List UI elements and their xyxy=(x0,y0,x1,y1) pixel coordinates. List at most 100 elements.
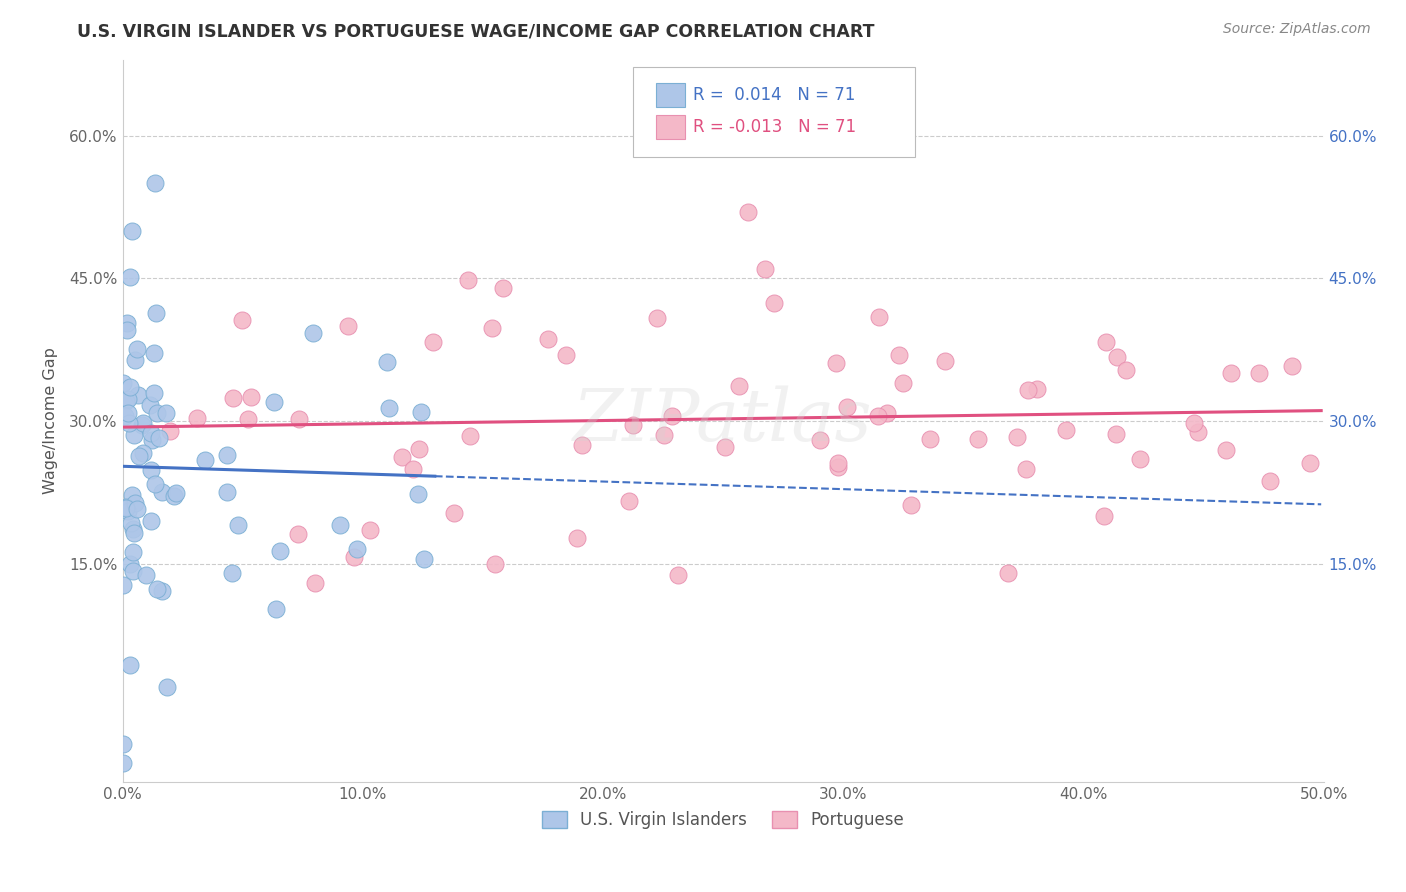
Point xyxy=(111,756,134,771)
Point xyxy=(124,496,146,510)
Point xyxy=(115,394,138,409)
Point xyxy=(117,316,139,330)
Point xyxy=(165,486,187,500)
Point xyxy=(1247,366,1270,380)
Point xyxy=(1005,430,1028,444)
Point xyxy=(120,558,142,572)
Point xyxy=(112,376,135,391)
Point xyxy=(997,566,1019,581)
Point xyxy=(966,433,988,447)
Point xyxy=(132,446,155,460)
Point xyxy=(1025,382,1047,396)
Text: Source: ZipAtlas.com: Source: ZipAtlas.com xyxy=(1223,22,1371,37)
Point xyxy=(934,354,956,368)
Point xyxy=(266,602,288,616)
Point xyxy=(645,310,668,325)
Point xyxy=(112,578,135,592)
Point xyxy=(231,313,253,327)
Point xyxy=(378,401,401,415)
Point xyxy=(143,176,166,190)
Point xyxy=(1092,508,1115,523)
Point xyxy=(827,457,849,471)
FancyBboxPatch shape xyxy=(633,67,915,157)
Point xyxy=(118,269,141,284)
Point xyxy=(155,680,177,694)
Point xyxy=(837,400,859,414)
FancyBboxPatch shape xyxy=(655,83,685,107)
Point xyxy=(887,348,910,362)
Text: R = -0.013   N = 71: R = -0.013 N = 71 xyxy=(693,118,856,136)
Point xyxy=(150,485,173,500)
Point xyxy=(343,549,366,564)
Point xyxy=(617,494,640,508)
Point xyxy=(226,517,249,532)
Point xyxy=(1095,335,1118,350)
Point xyxy=(652,428,675,442)
Point xyxy=(763,296,786,310)
Point xyxy=(1129,451,1152,466)
Point xyxy=(458,429,481,443)
Point xyxy=(146,582,169,596)
Point xyxy=(737,204,759,219)
Point xyxy=(111,737,134,751)
Point xyxy=(1054,423,1077,437)
Point xyxy=(121,545,143,559)
Point xyxy=(124,353,146,368)
Point xyxy=(139,463,162,477)
Point xyxy=(118,380,141,394)
Point xyxy=(221,566,243,581)
Point xyxy=(1182,416,1205,430)
Point xyxy=(122,522,145,536)
Point xyxy=(117,504,139,518)
Point xyxy=(143,346,166,360)
Point xyxy=(876,406,898,420)
Point xyxy=(481,321,503,335)
Point xyxy=(329,517,352,532)
Point xyxy=(537,332,560,346)
Point xyxy=(125,502,148,516)
Point xyxy=(121,488,143,502)
Point xyxy=(868,310,890,324)
Point xyxy=(238,412,260,426)
Point xyxy=(139,514,162,528)
Point xyxy=(269,544,291,558)
Point xyxy=(402,461,425,475)
Point xyxy=(661,409,683,423)
Y-axis label: Wage/Income Gap: Wage/Income Gap xyxy=(44,348,58,494)
Point xyxy=(141,433,163,447)
Point xyxy=(145,306,167,320)
Text: ZIPatlas: ZIPatlas xyxy=(574,385,873,456)
Point xyxy=(122,526,145,541)
Point xyxy=(115,323,138,337)
Point xyxy=(359,523,381,537)
Point xyxy=(337,319,360,334)
Point xyxy=(1105,427,1128,442)
Point xyxy=(866,409,889,423)
Point xyxy=(408,487,430,501)
Point xyxy=(1219,366,1241,380)
Point xyxy=(217,484,239,499)
Point xyxy=(1107,350,1129,364)
Point xyxy=(666,567,689,582)
Point xyxy=(1017,384,1039,398)
Point xyxy=(808,433,831,447)
Point xyxy=(484,557,506,571)
Point xyxy=(122,428,145,442)
Point xyxy=(555,348,578,362)
Point xyxy=(728,378,751,392)
Point xyxy=(194,452,217,467)
Point xyxy=(114,409,136,423)
Point xyxy=(571,438,593,452)
Point xyxy=(148,431,170,445)
Point xyxy=(1281,359,1303,373)
Point xyxy=(1215,443,1237,458)
Text: U.S. VIRGIN ISLANDER VS PORTUGUESE WAGE/INCOME GAP CORRELATION CHART: U.S. VIRGIN ISLANDER VS PORTUGUESE WAGE/… xyxy=(77,22,875,40)
Point xyxy=(121,224,143,238)
Point xyxy=(127,388,149,402)
Point xyxy=(920,432,942,446)
Point xyxy=(125,343,148,357)
Point xyxy=(145,477,167,491)
Point xyxy=(1258,474,1281,488)
Point xyxy=(159,424,181,438)
Point xyxy=(287,527,309,541)
